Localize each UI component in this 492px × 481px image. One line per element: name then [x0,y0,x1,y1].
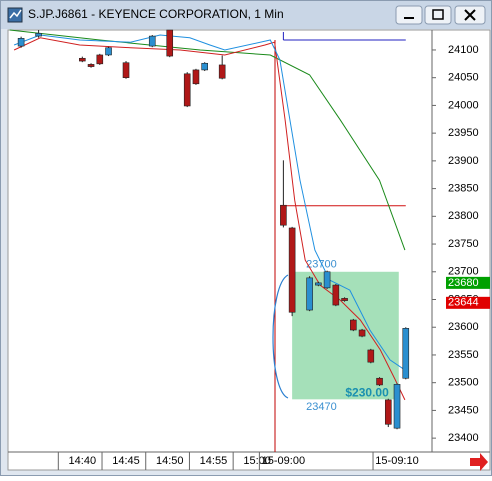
candle-body [350,319,357,331]
maximize-button[interactable] [424,5,452,25]
moving-average [13,34,406,371]
candle-body [166,29,174,57]
candle-body [384,399,392,425]
y-tick-label: 24050 [448,72,479,84]
y-tick-label: 23900 [448,155,479,167]
candle-body [192,69,200,85]
maximize-glyph [432,9,444,20]
candle-body [201,62,209,71]
candle-body [280,204,287,226]
candle-body [105,47,112,56]
window-buttons[interactable] [395,5,486,25]
candle-body [323,271,331,289]
y-tick-label: 23850 [448,183,479,195]
candle-body [288,227,296,313]
candle-body [341,298,348,301]
candle-body [218,64,226,79]
candle-body [358,329,366,337]
close-glyph [464,9,476,21]
y-tick-label: 23700 [448,266,479,278]
candle-body [393,384,401,429]
x-tick-label: 15-09:00 [262,455,305,467]
x-tick-label: 15-09:10 [375,455,418,467]
x-tick-label: 15:00 [243,455,271,467]
scroll-arrow[interactable] [470,453,488,471]
price-marker-label: 23680 [448,277,479,289]
plot-panel [7,29,491,471]
y-tick-label: 23950 [448,127,479,139]
moving-average [13,37,406,401]
y-tick-label: 23750 [448,238,479,250]
window-icon-glyph [9,9,22,19]
selection-outline [272,274,289,399]
candle-body [17,38,25,47]
candle-body [315,282,322,286]
y-tick-label: 23800 [448,210,479,222]
price-marker [446,276,490,289]
candle-body [87,64,95,67]
x-tick-label: 14:40 [69,455,97,467]
y-tick-label: 24100 [448,44,479,56]
candle-body [376,377,383,386]
range-top-label: 23700 [306,259,337,271]
y-tick-label: 23600 [448,321,479,333]
y-tick-label: 24000 [448,99,479,111]
y-tick-label: 23400 [448,432,479,444]
x-tick-label: 14:55 [200,455,228,467]
price-marker [446,296,490,309]
candle-body [306,277,313,311]
y-tick-label: 23500 [448,377,479,389]
candle-body [183,73,191,107]
price-marker-label: 23644 [448,297,479,309]
x-tick-label: 14:50 [156,455,184,467]
candle-body [332,284,340,306]
y-tick-label: 23450 [448,404,479,416]
candle-body [79,57,86,62]
candle-body [148,35,156,47]
y-tick-label: 23550 [448,349,479,361]
candle-body [367,349,375,363]
candle-body [402,328,410,379]
range-bottom-label: 23470 [306,401,337,413]
window-title: S.JP.J6861 - KEYENCE CORPORATION, 1 Min [28,7,284,21]
candle-body [122,62,130,78]
minimize-button[interactable] [395,5,423,25]
range-amount: $230.00 [345,385,389,399]
x-tick-label: 14:45 [112,455,140,467]
candle-body [96,54,104,65]
candle-body [35,33,42,37]
